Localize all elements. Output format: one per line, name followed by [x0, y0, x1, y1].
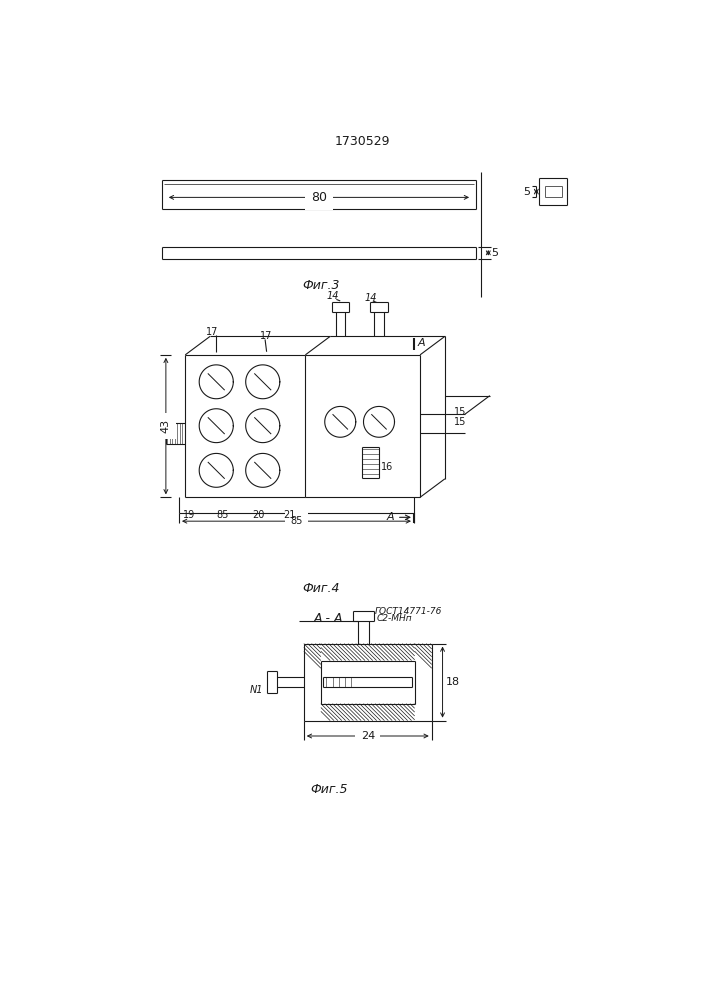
Text: ГОСТ14771-76: ГОСТ14771-76 — [374, 607, 442, 616]
Text: 85: 85 — [216, 510, 228, 520]
Text: Фиг.3: Фиг.3 — [302, 279, 339, 292]
Text: A - A: A - A — [314, 612, 344, 625]
Text: 18: 18 — [445, 677, 460, 687]
Text: 15: 15 — [454, 417, 467, 427]
Text: 5: 5 — [523, 187, 530, 197]
Text: 24: 24 — [361, 731, 375, 741]
Text: 80: 80 — [311, 191, 327, 204]
Text: 14: 14 — [365, 293, 378, 303]
Text: Фиг.5: Фиг.5 — [310, 783, 347, 796]
Text: 19: 19 — [183, 510, 195, 520]
Text: 43: 43 — [161, 419, 171, 433]
Text: 85: 85 — [291, 516, 303, 526]
Text: 1730529: 1730529 — [334, 135, 390, 148]
Text: N1: N1 — [250, 685, 264, 695]
Text: 20: 20 — [252, 510, 265, 520]
Text: 14: 14 — [326, 291, 339, 301]
Text: 15: 15 — [454, 407, 467, 417]
Text: 16: 16 — [381, 462, 394, 472]
Text: 17: 17 — [260, 331, 273, 341]
Text: A: A — [386, 512, 394, 522]
Text: 5: 5 — [491, 248, 498, 258]
Text: C2-МНп: C2-МНп — [377, 614, 412, 623]
Text: 17: 17 — [206, 327, 218, 337]
Text: A: A — [418, 338, 426, 348]
Text: Фиг.4: Фиг.4 — [302, 582, 339, 595]
Text: 21: 21 — [284, 510, 296, 520]
